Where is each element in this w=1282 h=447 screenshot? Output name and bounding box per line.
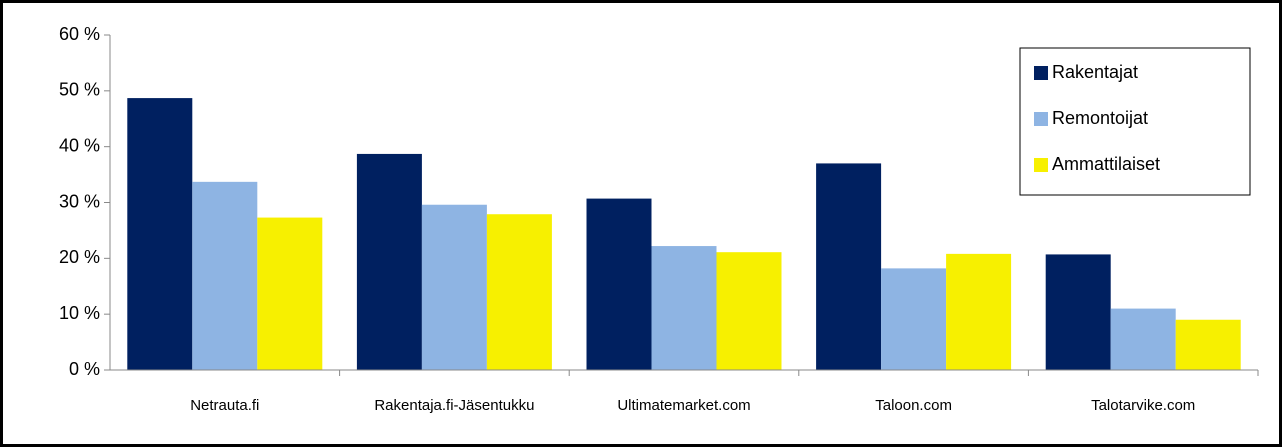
legend-label: Ammattilaiset	[1052, 154, 1160, 174]
bar	[651, 246, 717, 370]
bar	[946, 253, 1012, 370]
legend-swatch	[1034, 158, 1048, 172]
legend-box	[1019, 47, 1251, 196]
bar	[1110, 308, 1176, 370]
y-tick-label: 60 %	[59, 24, 100, 44]
y-tick-label: 0 %	[69, 359, 100, 379]
bar	[486, 214, 552, 370]
bar	[421, 204, 487, 370]
x-tick-label: Ultimatemarket.com	[617, 397, 750, 414]
bar	[356, 153, 422, 370]
bar	[257, 217, 323, 370]
y-tick-label: 20 %	[59, 247, 100, 267]
bar	[127, 98, 193, 370]
x-tick-label: Taloon.com	[875, 397, 952, 414]
x-tick-label: Rakentaja.fi-Jäsentukku	[374, 397, 534, 414]
bar	[1175, 319, 1241, 370]
legend-label: Rakentajat	[1052, 62, 1138, 82]
y-tick-label: 50 %	[59, 80, 100, 100]
bar	[816, 163, 882, 370]
legend-swatch	[1034, 112, 1048, 126]
bar	[192, 181, 258, 370]
legend-swatch	[1034, 66, 1048, 80]
bar	[1045, 254, 1111, 370]
x-tick-label: Talotarvike.com	[1091, 397, 1195, 414]
x-tick-label: Netrauta.fi	[190, 397, 259, 414]
y-tick-label: 10 %	[59, 303, 100, 323]
bar	[716, 252, 782, 370]
legend-label: Remontoijat	[1052, 108, 1148, 128]
bar	[881, 268, 947, 370]
y-tick-label: 40 %	[59, 135, 100, 155]
bar	[586, 198, 652, 370]
y-tick-label: 30 %	[59, 191, 100, 211]
